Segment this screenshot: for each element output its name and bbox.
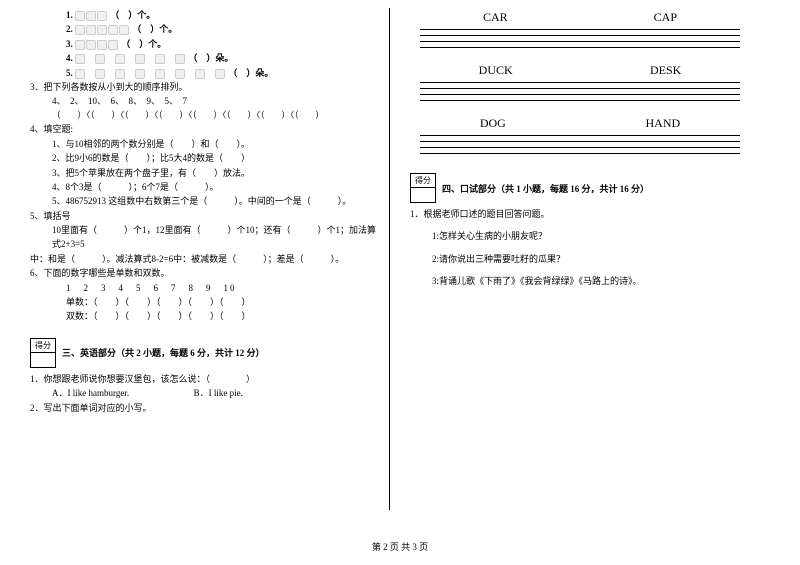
q6-title: 6、下面的数字哪些是单数和双数。 [30, 266, 379, 280]
suffix: （ ）朵。 [228, 68, 273, 78]
suffix: （ ）个。 [121, 39, 166, 49]
write-block-3: DOG HAND [410, 116, 750, 159]
q5-line1: 10里面有（ ）个1，12里面有（ ）个10；还有（ ）个1；加法算式2+3=5 [30, 223, 379, 252]
q5-title: 5、填括号 [30, 209, 379, 223]
page-footer: 第 2 页 共 3 页 [0, 540, 800, 553]
oral-item: 3:背诵儿歌《下雨了》《我会背绿绿》《马路上的诗》。 [410, 274, 750, 288]
oral-item: 2:请你说出三种需要吐籽的瓜果？ [410, 252, 750, 266]
word-b: DESK [650, 63, 681, 78]
q4-title: 4、填空题: [30, 122, 379, 136]
word-b: CAP [654, 10, 677, 25]
q4-item: 5、486752913 这组数中右数第三个是（ ）。中间的一个是（ ）。 [30, 194, 379, 208]
label: 1. [66, 10, 73, 20]
write-block-2: DUCK DESK [410, 63, 750, 106]
word-row: DUCK DESK [410, 63, 750, 78]
write-block-1: CAR CAP [410, 10, 750, 53]
q2-item-4: 4. （ ）朵。 [30, 51, 379, 65]
score-row-right: 得分 四、口试部分（共 1 小题，每题 16 分，共计 16 分） [410, 173, 750, 203]
eng-q1-options: A．I like hamburger. B．I like pie. [30, 386, 379, 400]
q3-numbers: 4、 2、 10、 6、 8、 9、 5、 7 [30, 94, 379, 108]
left-column: 1. （ ）个。 2. （ ）个。 3. （ ）个。 4. （ ）朵。 5. （… [30, 8, 390, 510]
q5-line2: 中：和是（ ）。减法算式8-2=6中：被减数是（ ）；差是（ ）。 [30, 252, 379, 266]
eng-q2: 2．写出下面单词对应的小写。 [30, 401, 379, 415]
label: 4. [66, 53, 73, 63]
q4-item: 1、与10相邻的两个数分别是（ ）和（ ）。 [30, 137, 379, 151]
eng-q1-a: A．I like hamburger. [52, 388, 129, 398]
label: 3. [66, 39, 73, 49]
q6-even: 双数：（ ）（ ）（ ）（ ）（ ） [30, 309, 379, 323]
word-row: DOG HAND [410, 116, 750, 131]
oral-item: 1:怎样关心生病的小朋友呢？ [410, 229, 750, 243]
word-b: HAND [645, 116, 680, 131]
word-a: DUCK [479, 63, 513, 78]
label: 5. [66, 68, 73, 78]
page-container: 1. （ ）个。 2. （ ）个。 3. （ ）个。 4. （ ）朵。 5. （… [0, 0, 800, 510]
q3-blanks: （ ）〈（ ）〈（ ）〈（ ）〈（ ）〈（ ）〈（ ）〈（ ） [30, 109, 379, 123]
oral-q1: 1．根据老师口述的题目回答问题。 [410, 207, 750, 221]
score-row: 得分 三、英语部分（共 2 小题，每题 6 分，共计 12 分） [30, 338, 379, 368]
score-label: 得分 [31, 339, 55, 353]
q6-odd: 单数：（ ）（ ）（ ）（ ）（ ） [30, 295, 379, 309]
q2-item-5: 5. （ ）朵。 [30, 66, 379, 80]
q4-item: 3、把5个苹果放在两个盘子里，有（ ）放法。 [30, 166, 379, 180]
q2-item-2: 2. （ ）个。 [30, 22, 379, 36]
score-label: 得分 [411, 174, 435, 188]
word-a: CAR [483, 10, 508, 25]
section4-title: 四、口试部分（共 1 小题，每题 16 分，共计 16 分） [442, 182, 649, 195]
q4-item: 2、比9小6的数是（ ）；比5大4的数是（ ） [30, 151, 379, 165]
suffix: （ ）个。 [132, 24, 177, 34]
word-a: DOG [480, 116, 506, 131]
q3-title: 3．把下列各数按从小到大的顺序排列。 [30, 80, 379, 94]
suffix: （ ）朵。 [188, 53, 233, 63]
right-column: CAR CAP DUCK DESK DOG HAND 得分 四、口试 [390, 8, 750, 510]
label: 2. [66, 24, 73, 34]
q2-item-1: 1. （ ）个。 [30, 8, 379, 22]
eng-q1-b: B．I like pie. [194, 388, 243, 398]
word-row: CAR CAP [410, 10, 750, 25]
eng-q1: 1．你想跟老师说你想要汉堡包，该怎么说：（ ） [30, 372, 379, 386]
section3-title: 三、英语部分（共 2 小题，每题 6 分，共计 12 分） [62, 346, 265, 359]
q2-item-3: 3. （ ）个。 [30, 37, 379, 51]
suffix: （ ）个。 [110, 10, 155, 20]
q4-item: 4、8个3是（ ）；6个7是（ ）。 [30, 180, 379, 194]
q6-numbers: 1 2 3 4 5 6 7 8 9 10 [30, 281, 379, 295]
